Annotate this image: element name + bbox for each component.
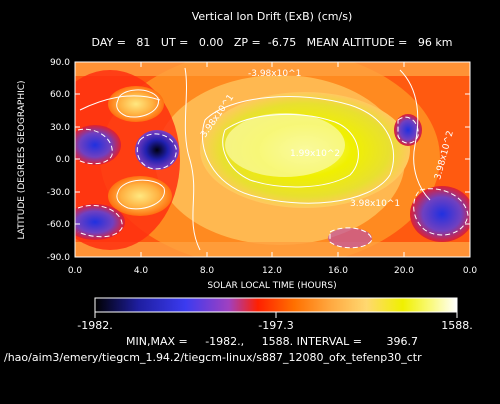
field-top-band	[75, 62, 470, 76]
y-tick-label: -30.0	[47, 188, 71, 198]
field-blue-west-north	[75, 125, 121, 165]
y-tick-label: -90.0	[47, 253, 71, 263]
field-bottom-band	[75, 242, 470, 257]
contour-lines	[79, 67, 431, 251]
field-dark-minimum	[135, 130, 179, 170]
y-tick-label: -60.0	[47, 220, 71, 230]
field-blue-west-south	[75, 204, 125, 240]
y-tick-label: 90.0	[50, 58, 70, 68]
x-tick-label: 20.0	[394, 266, 414, 276]
chart-subtitle: DAY = 81 UT = 0.00 ZP = -6.75 MEAN ALTIT…	[92, 36, 453, 49]
y-tick-label: 60.0	[50, 90, 70, 100]
x-tick-label: 12.0	[262, 266, 282, 276]
y-tick-labels: 90.0 60.0 30.0 0.0 -30.0 -60.0 -90.0	[47, 58, 71, 263]
x-tick-label: 16.0	[328, 266, 348, 276]
y-axis-label: LATITUDE (DEGREES GEOGRAPHIC)	[17, 80, 27, 239]
colorbar-max-label: 1588.	[441, 319, 473, 332]
field-yellow-peak	[225, 113, 345, 177]
x-tick-label: 0.0	[68, 266, 83, 276]
contour-label-4: -3.98x10^1	[248, 69, 301, 79]
contour-label-2: 1.99x10^2	[290, 149, 340, 159]
field-blue-east-south	[410, 186, 470, 242]
contour-label-3: 3.98x10^1	[350, 199, 400, 209]
y-tick-label: 30.0	[50, 123, 70, 133]
colorbar-mid-label: -197.3	[258, 319, 293, 332]
heatmap-field	[75, 62, 470, 257]
axis-ticks	[75, 61, 470, 258]
field-warm-blob-south	[108, 176, 172, 216]
y-tick-label: 0.0	[56, 155, 71, 165]
x-tick-label: 4.0	[134, 266, 149, 276]
file-path-footer: /hao/aim3/emery/tiegcm_1.94.2/tiegcm-lin…	[4, 351, 422, 364]
field-blue-south-mid	[328, 228, 372, 248]
x-tick-label: 0.0	[463, 266, 478, 276]
stats-line: MIN,MAX = -1982., 1588. INTERVAL = 396.7	[126, 335, 418, 348]
colorbar	[94, 297, 458, 313]
chart-title: Vertical Ion Drift (ExB) (cm/s)	[192, 10, 353, 23]
colorbar-min-label: -1982.	[77, 319, 112, 332]
x-tick-label: 8.0	[200, 266, 215, 276]
contour-lines-negative	[77, 116, 469, 249]
x-tick-labels: 0.0 4.0 8.0 12.0 16.0 20.0 0.0	[68, 266, 478, 276]
x-axis-label: SOLAR LOCAL TIME (HOURS)	[207, 281, 336, 291]
